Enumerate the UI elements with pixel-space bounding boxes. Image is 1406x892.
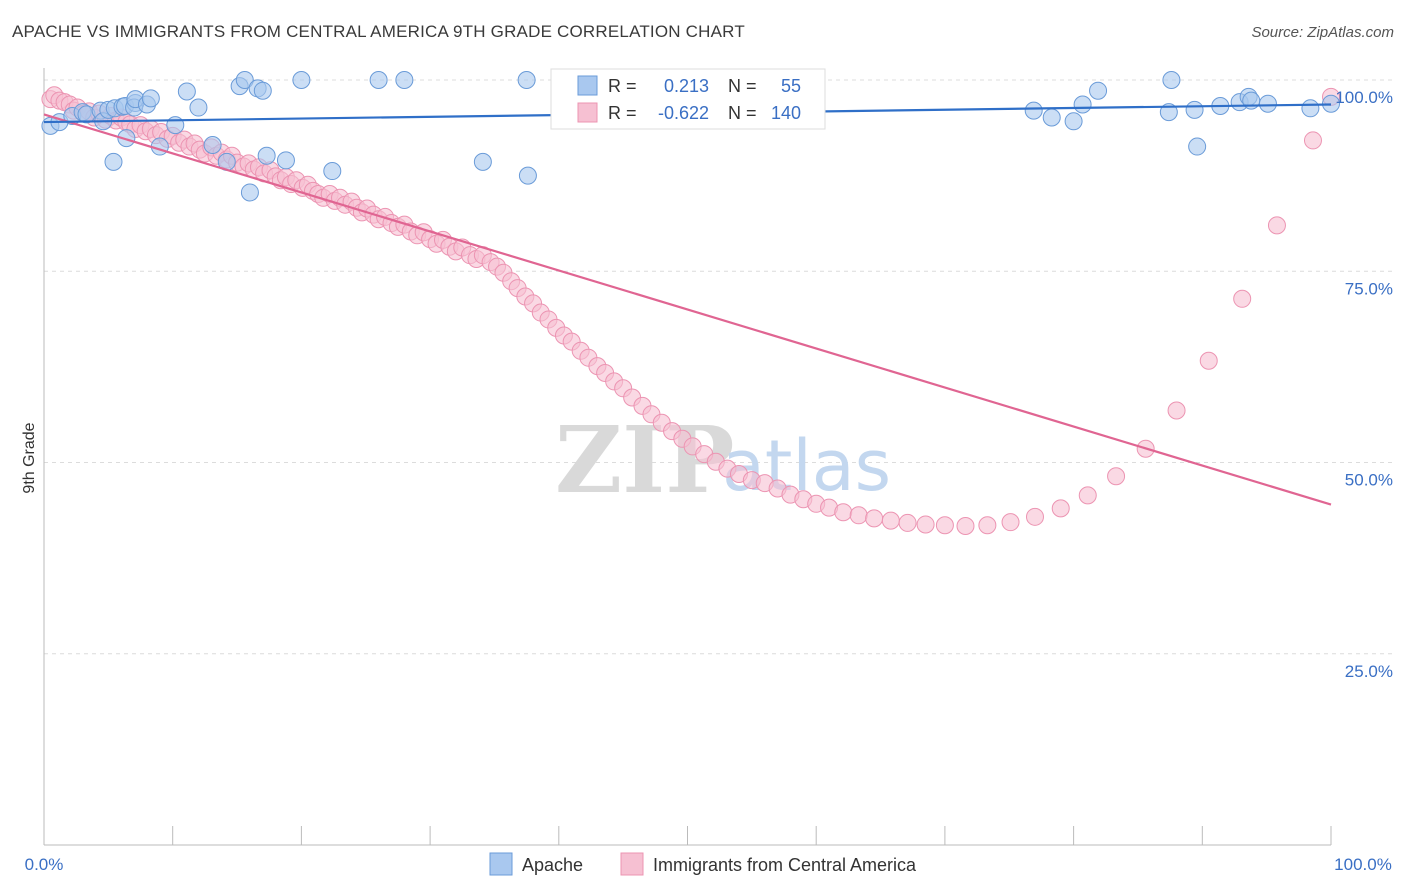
apache-point xyxy=(1064,112,1083,131)
apache-point xyxy=(1159,103,1178,122)
central-america-trend-line xyxy=(43,113,1332,506)
central-america-point xyxy=(1107,467,1126,486)
y-tick-label: 50.0% xyxy=(1345,471,1393,490)
bottom-legend: Apache Immigrants from Central America xyxy=(489,852,917,876)
source-label: Source: ZipAtlas.com xyxy=(1251,24,1394,41)
apache-point xyxy=(257,146,276,165)
apache-point xyxy=(1024,101,1043,120)
apache-point xyxy=(1188,137,1207,156)
apache-point xyxy=(517,71,536,89)
stats-legend-box: R = 0.213 N = 55 R = -0.622 N = 140 xyxy=(550,68,826,130)
central-america-point xyxy=(1167,401,1186,420)
apache-point xyxy=(1258,94,1277,113)
apache-point xyxy=(292,71,311,89)
central-america-point xyxy=(1233,289,1252,308)
apache-point xyxy=(395,71,414,89)
y-axis-tick-labels: 25.0% 50.0% 75.0% 100.0% xyxy=(1335,88,1393,681)
apache-point xyxy=(1042,108,1061,127)
apache-point xyxy=(177,82,196,101)
apache-point xyxy=(1073,95,1092,114)
apache-point xyxy=(117,129,136,148)
apache-point xyxy=(150,137,169,156)
apache-points xyxy=(41,71,1340,202)
apache-point xyxy=(1089,81,1108,100)
apache-r-label: R = xyxy=(608,76,637,96)
apache-point xyxy=(104,152,123,171)
central-america-point xyxy=(881,511,900,530)
central-america-point xyxy=(916,515,935,534)
apache-point xyxy=(1162,71,1181,89)
central-america-point xyxy=(956,516,975,535)
chart-title: APACHE VS IMMIGRANTS FROM CENTRAL AMERIC… xyxy=(12,22,745,41)
apache-point xyxy=(323,162,342,181)
x-axis-ticks xyxy=(43,826,1332,845)
x-tick-label-max: 100.0% xyxy=(1334,855,1392,874)
legend-swatch-apache xyxy=(489,852,513,876)
legend-swatch-central-america xyxy=(620,852,644,876)
ca-r-label: R = xyxy=(608,103,637,123)
central-america-point xyxy=(849,506,868,525)
legend-label-apache: Apache xyxy=(522,855,583,875)
apache-point xyxy=(253,81,272,100)
central-america-point xyxy=(898,513,917,532)
ca-r-value: -0.622 xyxy=(658,103,709,123)
central-america-point xyxy=(1001,513,1020,532)
apache-point xyxy=(203,136,222,155)
apache-point xyxy=(518,166,537,185)
apache-point xyxy=(141,89,160,108)
central-america-point xyxy=(1267,216,1286,235)
central-america-point xyxy=(935,516,954,535)
ca-n-value: 140 xyxy=(771,103,801,123)
apache-point xyxy=(240,183,259,202)
apache-n-value: 55 xyxy=(781,76,801,96)
central-america-point xyxy=(1199,351,1218,370)
central-america-point xyxy=(1051,499,1070,518)
central-america-point xyxy=(978,516,997,535)
apache-n-label: N = xyxy=(728,76,757,96)
x-tick-label-min: 0.0% xyxy=(25,855,64,874)
central-america-point xyxy=(834,503,853,522)
gridlines xyxy=(44,79,1392,655)
apache-point xyxy=(1301,99,1320,118)
y-tick-label: 75.0% xyxy=(1345,279,1393,298)
apache-r-value: 0.213 xyxy=(664,76,709,96)
apache-stats-swatch xyxy=(577,75,598,96)
apache-point xyxy=(235,71,254,89)
ca-n-label: N = xyxy=(728,103,757,123)
y-tick-label: 25.0% xyxy=(1345,662,1393,681)
central-america-point xyxy=(1025,507,1044,526)
apache-point xyxy=(369,71,388,89)
central-america-point xyxy=(865,509,884,528)
y-tick-label: 100.0% xyxy=(1335,88,1393,107)
central-america-point xyxy=(1078,486,1097,505)
legend-label-central-america: Immigrants from Central America xyxy=(653,855,917,875)
y-axis-title: 9th Grade xyxy=(21,422,38,493)
apache-point xyxy=(189,98,208,117)
ca-stats-swatch xyxy=(577,102,598,123)
apache-point xyxy=(473,152,492,171)
apache-point xyxy=(1185,100,1204,119)
central-america-point xyxy=(1303,131,1322,150)
apache-point xyxy=(276,151,295,170)
